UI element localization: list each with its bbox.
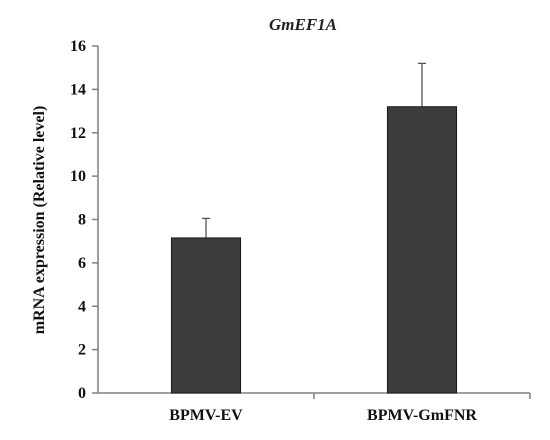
- x-tick-label: BPMV-GmFNR: [367, 407, 477, 424]
- y-tick-label: 12: [70, 125, 86, 142]
- bar: [386, 106, 458, 394]
- y-tick-label: 0: [78, 385, 86, 402]
- y-tick-label: 10: [70, 168, 86, 185]
- y-tick-label: 2: [78, 342, 86, 359]
- y-tick-label: 4: [78, 298, 86, 315]
- chart-title: GmEF1A: [269, 15, 337, 34]
- y-tick-label: 14: [70, 81, 86, 98]
- y-tick-label: 8: [78, 212, 86, 229]
- y-tick-label: 16: [70, 38, 86, 55]
- y-tick-label: 6: [78, 255, 86, 272]
- y-axis-label: mRNA expression (Relative level): [31, 106, 48, 335]
- bar: [170, 237, 242, 394]
- x-tick-label: BPMV-EV: [169, 407, 243, 424]
- plot-area: 0 2 4 6 8 10 12 14 16 BPMV-EV BPMV-GmFNR: [70, 38, 531, 424]
